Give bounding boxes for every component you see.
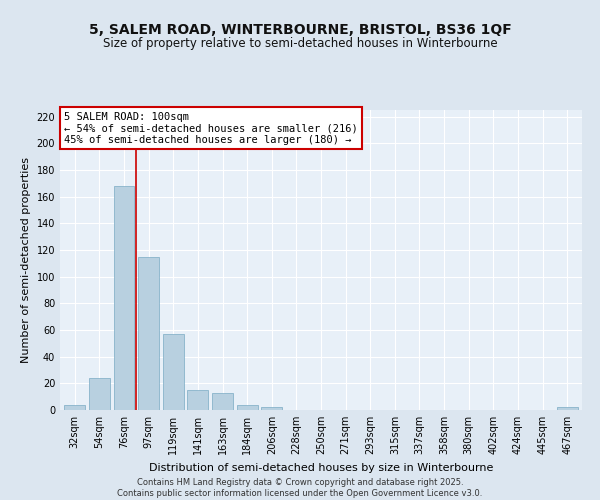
Bar <box>187 390 208 410</box>
Text: Size of property relative to semi-detached houses in Winterbourne: Size of property relative to semi-detach… <box>103 38 497 51</box>
X-axis label: Distribution of semi-detached houses by size in Winterbourne: Distribution of semi-detached houses by … <box>149 462 493 472</box>
Bar <box>89 378 110 410</box>
Bar <box>557 408 578 410</box>
Bar <box>163 334 184 410</box>
Y-axis label: Number of semi-detached properties: Number of semi-detached properties <box>21 157 31 363</box>
Text: 5, SALEM ROAD, WINTERBOURNE, BRISTOL, BS36 1QF: 5, SALEM ROAD, WINTERBOURNE, BRISTOL, BS… <box>89 22 511 36</box>
Bar <box>138 256 159 410</box>
Bar <box>113 186 134 410</box>
Text: Contains HM Land Registry data © Crown copyright and database right 2025.
Contai: Contains HM Land Registry data © Crown c… <box>118 478 482 498</box>
Text: 5 SALEM ROAD: 100sqm
← 54% of semi-detached houses are smaller (216)
45% of semi: 5 SALEM ROAD: 100sqm ← 54% of semi-detac… <box>64 112 358 144</box>
Bar <box>212 392 233 410</box>
Bar <box>261 408 282 410</box>
Bar <box>236 404 257 410</box>
Bar <box>64 404 85 410</box>
